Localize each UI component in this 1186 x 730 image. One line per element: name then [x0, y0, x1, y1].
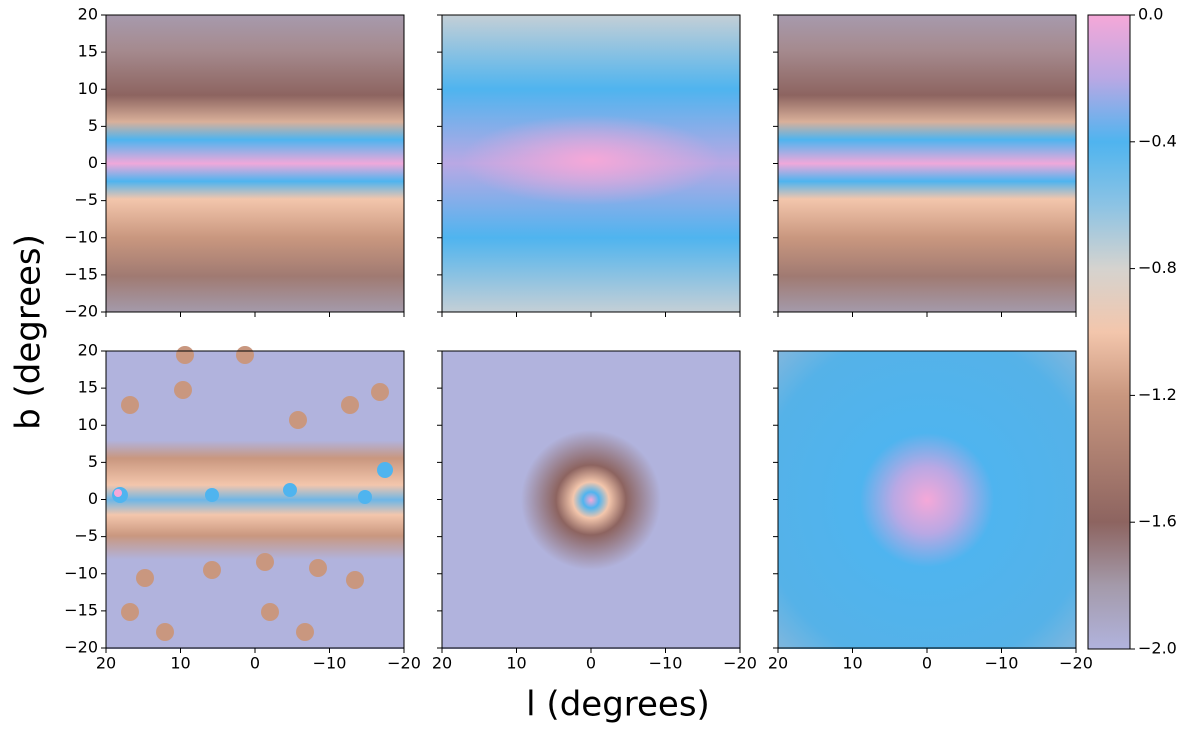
x-tick-label: 20 [432, 654, 452, 673]
y-tick-label: 10 [78, 415, 98, 434]
y-tick-label: −5 [74, 526, 98, 545]
y-tick-label: −10 [64, 227, 98, 246]
image [491, 400, 691, 600]
colorbar-tick-label: 0.0 [1138, 5, 1163, 24]
x-tick-label: −10 [649, 654, 683, 673]
x-tick-label: −20 [387, 654, 421, 673]
colorbar-tick-label: −1.2 [1138, 385, 1177, 404]
image [778, 351, 1076, 649]
y-tick-label: 0 [88, 153, 98, 172]
y-tick-label: −15 [64, 600, 98, 619]
x-tick-label: 20 [96, 654, 116, 673]
y-tick-label: −15 [64, 264, 98, 283]
y-tick-label: −20 [64, 638, 98, 657]
y-tick-label: 5 [88, 116, 98, 135]
x-axis-label: l (degrees) [526, 685, 710, 725]
colorbar-frame [1087, 14, 1131, 650]
x-tick-label: 10 [170, 654, 190, 673]
x-tick-label: 0 [922, 654, 932, 673]
y-tick-label: 5 [88, 452, 98, 471]
y-tick-label: −5 [74, 190, 98, 209]
y-tick-label: −10 [64, 563, 98, 582]
y-tick-label: 10 [78, 79, 98, 98]
x-tick-label: 10 [506, 654, 526, 673]
y-tick-label: 20 [78, 5, 98, 24]
sources [112, 462, 393, 504]
x-tick-label: −20 [723, 654, 757, 673]
sources [121, 346, 389, 641]
y-tick-label: −20 [64, 302, 98, 321]
source [114, 489, 122, 497]
y-tick-label: 15 [78, 378, 98, 397]
colorbar-tick-label: −0.8 [1138, 258, 1177, 277]
panel-images [106, 15, 1076, 649]
x-tick-label: 20 [768, 654, 788, 673]
y-tick-label: 20 [78, 341, 98, 360]
image [461, 115, 721, 205]
x-tick-label: 10 [842, 654, 862, 673]
image [778, 15, 1076, 312]
x-tick-label: −10 [313, 654, 347, 673]
image [106, 15, 404, 312]
y-axis-label: b (degrees) [9, 234, 49, 430]
colorbar-tick-label: −0.4 [1138, 131, 1177, 150]
x-tick-label: 0 [250, 654, 260, 673]
x-tick-label: −20 [1059, 654, 1093, 673]
colorbar [1088, 15, 1130, 649]
x-tick-label: 0 [586, 654, 596, 673]
y-tick-label: 0 [88, 489, 98, 508]
colorbar-tick-label: −2.0 [1138, 639, 1177, 658]
y-tick-label: 15 [78, 42, 98, 61]
colorbar-tick-label: −1.6 [1138, 512, 1177, 531]
x-tick-label: −10 [985, 654, 1019, 673]
